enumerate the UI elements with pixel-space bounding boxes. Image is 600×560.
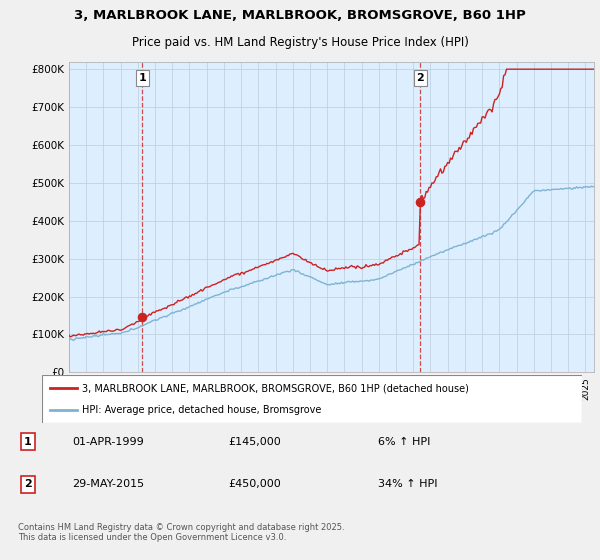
Text: 1: 1 (138, 73, 146, 83)
Point (137, 313, 147, 322)
Text: £450,000: £450,000 (228, 479, 281, 489)
Text: 1: 1 (24, 437, 32, 447)
Text: 01-APR-1999: 01-APR-1999 (72, 437, 144, 447)
Text: Contains HM Land Registry data © Crown copyright and database right 2025.
This d: Contains HM Land Registry data © Crown c… (18, 523, 344, 542)
Text: 2: 2 (416, 73, 424, 83)
Text: 6% ↑ HPI: 6% ↑ HPI (378, 437, 430, 447)
Text: £145,000: £145,000 (228, 437, 281, 447)
Text: 34% ↑ HPI: 34% ↑ HPI (378, 479, 437, 489)
Text: 3, MARLBROOK LANE, MARLBROOK, BROMSGROVE, B60 1HP: 3, MARLBROOK LANE, MARLBROOK, BROMSGROVE… (74, 9, 526, 22)
Point (416, 197, 425, 206)
Text: 29-MAY-2015: 29-MAY-2015 (72, 479, 144, 489)
Text: HPI: Average price, detached house, Bromsgrove: HPI: Average price, detached house, Brom… (83, 405, 322, 415)
Text: Price paid vs. HM Land Registry's House Price Index (HPI): Price paid vs. HM Land Registry's House … (131, 36, 469, 49)
Text: 2: 2 (24, 479, 32, 489)
Text: 3, MARLBROOK LANE, MARLBROOK, BROMSGROVE, B60 1HP (detached house): 3, MARLBROOK LANE, MARLBROOK, BROMSGROVE… (83, 383, 469, 393)
